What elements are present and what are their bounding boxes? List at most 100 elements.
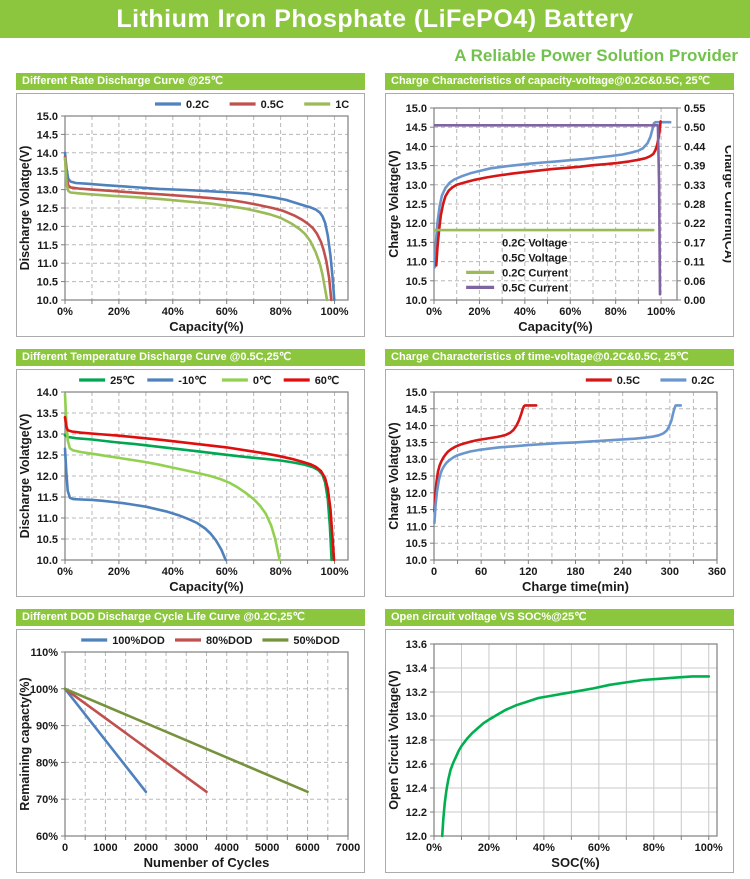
svg-text:0%: 0% (57, 306, 73, 318)
svg-text:0.50: 0.50 (684, 122, 705, 134)
series-50%DOD (63, 687, 309, 794)
chart-section-ocv-soc: Open circuit voltage VS SOC%@25℃ 0% 20% 40… (385, 609, 734, 873)
svg-text:110%: 110% (30, 647, 58, 659)
svg-text:240: 240 (613, 566, 631, 578)
svg-text:Charge Volatge(V): Charge Volatge(V) (387, 150, 401, 257)
chart-title-charge-time-voltage: Charge Characteristics of time-voltage@0… (385, 349, 734, 366)
axes: 0 1000 2000 3000 4000 5000 6000 7000 60% 70% 80% 90… (18, 647, 360, 870)
svg-text:Discharge Volatge(V): Discharge Volatge(V) (18, 146, 32, 271)
svg-text:12.5: 12.5 (37, 203, 58, 215)
series-60℃ (63, 415, 336, 562)
svg-text:80%: 80% (270, 306, 292, 318)
svg-text:10.5: 10.5 (37, 534, 58, 546)
svg-text:Charge Volatge(V): Charge Volatge(V) (387, 422, 401, 529)
series--10℃ (63, 447, 228, 562)
svg-text:12.0: 12.0 (406, 488, 427, 500)
legend: 0.2C 0.5C 1C (155, 99, 349, 111)
svg-text:0.2C: 0.2C (691, 375, 714, 387)
svg-text:13.0: 13.0 (37, 185, 58, 197)
series-80%DOD (63, 687, 208, 794)
svg-text:0.44: 0.44 (684, 141, 706, 153)
svg-text:0.2C: 0.2C (186, 99, 209, 111)
page-subtitle: A Reliable Power Solution Provider (454, 46, 738, 65)
legend: 0.2C Voltage 0.5C Voltage 0.2C Current 0.5C… (466, 237, 568, 294)
svg-text:80%: 80% (605, 306, 627, 318)
svg-text:10.5: 10.5 (37, 277, 58, 289)
svg-text:0%: 0% (57, 566, 73, 578)
series-0℃ (63, 392, 281, 562)
svg-text:13.0: 13.0 (406, 711, 427, 723)
svg-text:80%: 80% (270, 566, 292, 578)
chart-section-charge-capacity-voltage: Charge Characteristics of capacity-volta… (385, 73, 734, 337)
series-lines (63, 151, 336, 302)
chart-section-charge-time-voltage: Charge Characteristics of time-voltage@0… (385, 349, 734, 597)
svg-text:20%: 20% (468, 306, 490, 318)
svg-text:0.2C Voltage: 0.2C Voltage (502, 237, 567, 249)
series-lines (433, 404, 683, 525)
svg-text:20%: 20% (478, 842, 500, 854)
series-lines (63, 392, 336, 562)
svg-text:0.06: 0.06 (684, 276, 705, 288)
svg-text:14.5: 14.5 (37, 129, 58, 141)
svg-text:11.0: 11.0 (37, 258, 58, 270)
svg-text:1000: 1000 (93, 842, 117, 854)
svg-text:0.5C: 0.5C (617, 375, 640, 387)
svg-text:100%DOD: 100%DOD (112, 635, 165, 647)
series-lines (433, 120, 672, 296)
series-lines (63, 687, 309, 794)
svg-text:11.0: 11.0 (406, 257, 427, 269)
chart-title-rate-discharge: Different Rate Discharge Curve @25℃ (16, 73, 365, 90)
svg-text:13.2: 13.2 (406, 687, 427, 699)
svg-text:14.5: 14.5 (406, 122, 427, 134)
chart-canvas-dod-cycle-life: 0 1000 2000 3000 4000 5000 6000 7000 60% 70% 80% 90… (18, 635, 360, 870)
svg-text:Remaining capacty(%): Remaining capacty(%) (18, 677, 32, 810)
svg-text:60%: 60% (588, 842, 610, 854)
svg-text:0%: 0% (426, 842, 442, 854)
svg-text:2000: 2000 (134, 842, 158, 854)
svg-text:13.0: 13.0 (406, 180, 427, 192)
svg-text:100%: 100% (30, 684, 58, 696)
svg-text:0.22: 0.22 (684, 218, 705, 230)
svg-text:60%: 60% (36, 831, 58, 843)
svg-text:13.5: 13.5 (406, 161, 427, 173)
svg-text:100%: 100% (647, 306, 675, 318)
chart-canvas-ocv-soc: 0% 20% 40% 60% 80% 100% 12.0 12.2 12.4 12.6 12.8 13… (387, 639, 723, 870)
svg-text:3000: 3000 (174, 842, 198, 854)
svg-text:12.5: 12.5 (406, 199, 427, 211)
svg-text:11.0: 11.0 (406, 521, 427, 533)
series-0.2C Voltage (433, 120, 672, 269)
svg-text:0.28: 0.28 (684, 199, 705, 211)
svg-text:13.5: 13.5 (406, 437, 427, 449)
chart-box-charge-time-voltage: 0 60 120 180 240 300 360 10.0 10.5 11.0 11.5 12.0 12… (385, 369, 734, 597)
svg-text:Capacity(%): Capacity(%) (518, 319, 592, 334)
chart-canvas-rate-discharge: 0% 20% 40% 60% 80% 100% 10.0 10.5 11.0 11.5 12.0 12… (18, 99, 349, 334)
svg-text:360: 360 (708, 566, 726, 578)
svg-text:50%DOD: 50%DOD (293, 635, 340, 647)
svg-text:70%: 70% (36, 794, 58, 806)
svg-text:40%: 40% (514, 306, 536, 318)
svg-text:13.0: 13.0 (406, 454, 427, 466)
svg-text:0.11: 0.11 (684, 257, 705, 269)
svg-text:80%DOD: 80%DOD (206, 635, 253, 647)
axes: 0% 20% 40% 60% 80% 100% 10.0 10.5 11.0 11.5 12.0 12… (387, 103, 731, 334)
svg-text:80%: 80% (36, 757, 58, 769)
svg-text:180: 180 (566, 566, 584, 578)
svg-text:14.0: 14.0 (37, 387, 58, 399)
chart-canvas-charge-capacity-voltage: 0% 20% 40% 60% 80% 100% 10.0 10.5 11.0 11.5 12.0 12… (387, 103, 731, 334)
svg-text:12.0: 12.0 (37, 471, 58, 483)
svg-text:11.0: 11.0 (37, 513, 58, 525)
svg-text:10.0: 10.0 (37, 555, 58, 567)
svg-text:20%: 20% (108, 566, 130, 578)
svg-text:100%: 100% (320, 566, 348, 578)
svg-text:-10℃: -10℃ (178, 375, 206, 387)
svg-text:40%: 40% (162, 306, 184, 318)
svg-text:14.0: 14.0 (406, 421, 427, 433)
chart-title-temperature-discharge: Different Temperature Discharge Curve @0… (16, 349, 365, 366)
svg-text:60%: 60% (559, 306, 581, 318)
svg-text:0.55: 0.55 (684, 103, 705, 115)
svg-text:0℃: 0℃ (253, 375, 271, 387)
gridlines (434, 108, 677, 300)
svg-text:13.5: 13.5 (37, 166, 58, 178)
svg-text:Capacity(%): Capacity(%) (169, 319, 243, 334)
svg-text:100%: 100% (695, 842, 723, 854)
